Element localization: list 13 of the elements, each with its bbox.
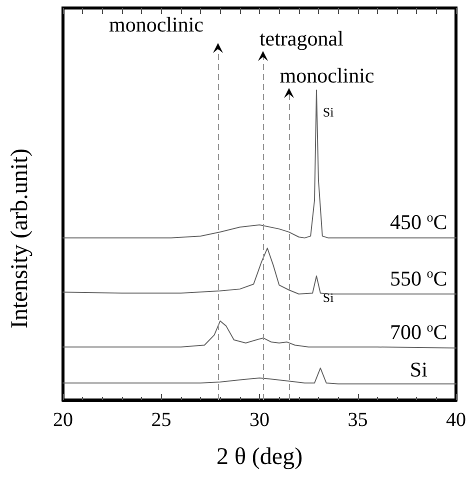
x-tick-label: 20 xyxy=(53,409,73,431)
ref-line-label: monoclinic xyxy=(280,64,374,88)
annotation: Si xyxy=(322,290,334,306)
ref-line-label: monoclinic xyxy=(108,12,204,37)
series-label: Si xyxy=(410,357,428,382)
x-tick-label: 25 xyxy=(151,409,172,431)
x-tick-label: 35 xyxy=(348,409,368,431)
annotation: Si xyxy=(322,104,334,120)
x-tick-label: 40 xyxy=(446,409,466,431)
y-axis-title: Intensity (arb.unit) xyxy=(7,148,33,328)
ref-line-label: tetragonal xyxy=(259,26,344,50)
x-axis-title: 2 θ (deg) xyxy=(216,444,303,470)
x-tick-label: 30 xyxy=(250,409,270,431)
